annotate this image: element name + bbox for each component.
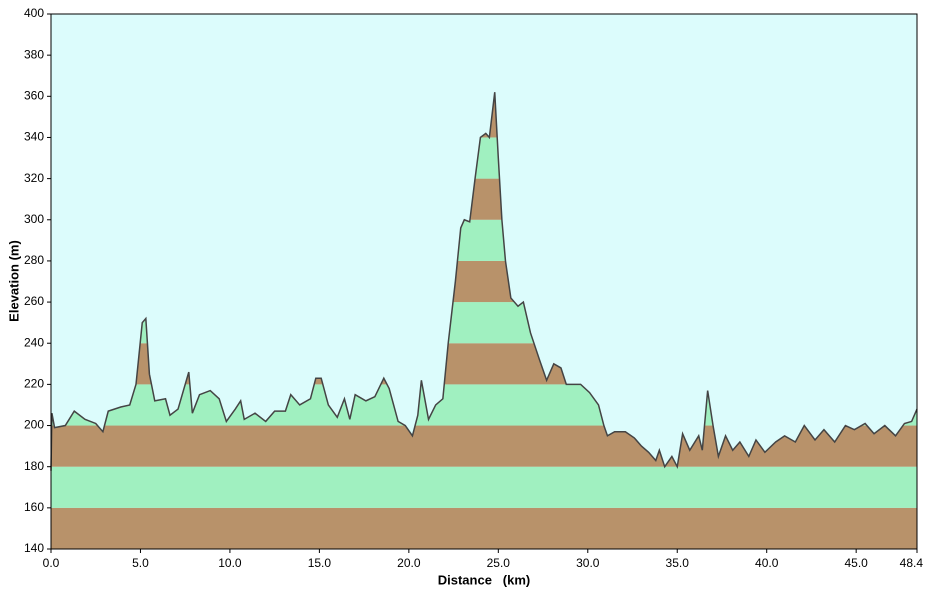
x-tick-label: 15.0 (308, 556, 332, 570)
x-tick-label: 25.0 (487, 556, 511, 570)
y-axis-title: Elevation (m) (6, 240, 21, 322)
x-tick-label: 0.0 (43, 556, 60, 570)
x-tick-label: 10.0 (218, 556, 242, 570)
y-tick-label: 360 (24, 88, 44, 102)
y-tick-label: 180 (24, 459, 44, 473)
x-tick-label: 5.0 (132, 556, 149, 570)
y-tick-label: 320 (24, 171, 44, 185)
x-tick-label: 45.0 (844, 556, 868, 570)
y-tick-label: 200 (24, 418, 44, 432)
elevation-band (51, 507, 917, 549)
y-tick-label: 400 (24, 6, 44, 20)
y-tick-label: 260 (24, 294, 44, 308)
y-tick-label: 240 (24, 335, 44, 349)
plot-frame (50, 13, 918, 550)
x-tick-label: 20.0 (397, 556, 421, 570)
y-tick-label: 380 (24, 47, 44, 61)
y-tick-label: 340 (24, 130, 44, 144)
x-tick-label: 40.0 (755, 556, 779, 570)
y-tick-label: 220 (24, 377, 44, 391)
x-tick-label: 35.0 (666, 556, 690, 570)
x-axis-title: Distance (km) (438, 572, 530, 587)
x-tick-label: 48.4 (900, 556, 924, 570)
y-tick-label: 140 (24, 541, 44, 555)
profile-line (50, 92, 918, 471)
y-tick-label: 280 (24, 253, 44, 267)
x-tick-label: 30.0 (576, 556, 600, 570)
elevation-band (51, 466, 917, 508)
y-tick-label: 160 (24, 500, 44, 514)
y-tick-label: 300 (24, 212, 44, 226)
